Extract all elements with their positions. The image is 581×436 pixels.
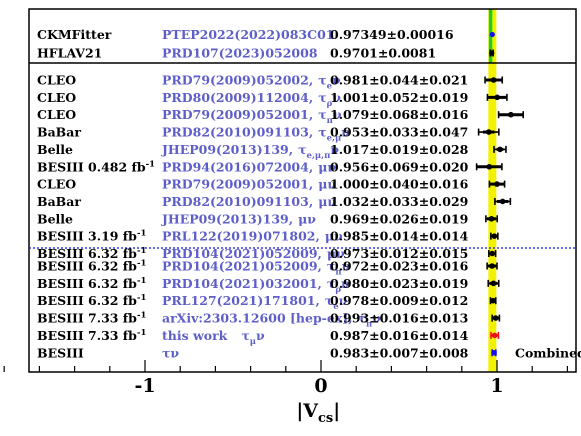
row-value-label: 0.993±0.016±0.013 [330, 311, 468, 326]
row-experiment-label: HFLAV21 [37, 46, 102, 61]
row-value-label: 0.97349±0.00016 [330, 27, 454, 42]
row-value-label: 0.953±0.033±0.047 [330, 125, 468, 140]
row-reference-label: PRD107(2023)052008 [162, 46, 318, 61]
row-experiment-label: CLEO [37, 73, 76, 88]
row-central-value-point [499, 198, 506, 205]
row-value-label: 0.985±0.014±0.014 [330, 229, 469, 244]
row-reference-label: PRD79(2009)052002, τeν [162, 73, 341, 92]
row-experiment-label: BESIII 6.32 fb-1​ [37, 246, 146, 261]
row-experiment-label: Belle [37, 211, 73, 226]
row-central-value-point [489, 50, 495, 56]
row-value-label: 0.9701±0.0081 [330, 46, 436, 61]
row-value-label: 0.981±0.044±0.021 [330, 73, 468, 88]
row-reference-label: this work τμν [162, 328, 265, 347]
row-central-value-point [490, 297, 496, 304]
x-tick-label: -1 [134, 375, 155, 397]
row-experiment-label: BESIII 6.32 fb-1​ [37, 259, 146, 274]
row-reference-label: PRD104(2021)052009, τπν [162, 259, 351, 278]
row-central-value-point [494, 94, 500, 101]
row-experiment-label: CLEO [37, 177, 76, 192]
row-reference-label: PRL122(2019)071802, μν [162, 229, 343, 244]
row-experiment-label: BESIII 6.32 fb-1​ [37, 293, 146, 308]
row-experiment-label: BESIII 7.33 fb-1​ [37, 328, 146, 343]
row-central-value-point [489, 31, 495, 38]
row-reference-label: arXiv:2303.12600 [hep-ex], τπν [162, 311, 381, 330]
row-central-value-point [497, 146, 503, 153]
row-central-value-point [489, 250, 496, 257]
row-central-value-point [490, 77, 497, 83]
row-value-label: 0.980±0.023±0.019 [330, 276, 468, 291]
row-reference-label: PRD82(2010)091103, μν [162, 194, 336, 209]
row-reference-label: JHEP09(2013)139, τe,μ,πν [161, 142, 339, 161]
row-value-label: 0.978±0.009±0.012 [330, 293, 468, 308]
row-reference-label: PRD104(2021)052009, μν [162, 246, 345, 261]
row-value-label: 1.000±0.040±0.016 [330, 177, 469, 192]
x-tick-label: 0 [314, 375, 327, 397]
row-experiment-label: CLEO [37, 107, 76, 122]
plot-frame [28, 8, 577, 373]
row-reference-label: PRD82(2010)091103, τe,μν [162, 125, 350, 144]
row-reference-label: τν [162, 345, 179, 360]
row-value-label: 0.969±0.026±0.019 [330, 211, 468, 226]
row-experiment-label: BaBar [37, 194, 81, 209]
row-experiment-label: BESIII 3.19 fb-1​ [37, 229, 146, 244]
row-central-value-point [490, 280, 497, 287]
row-experiment-label: BaBar [37, 125, 81, 140]
x-axis-layer: -1 0 1 |Vcs| [3, 360, 569, 426]
x-tick-label: 1 [490, 375, 503, 397]
row-central-value-point [491, 349, 497, 356]
row-experiment-label: CKMFitter [37, 27, 112, 42]
row-experiment-label: CLEO [37, 90, 76, 105]
row-reference-label: PTEP2022(2022)083C01 [162, 27, 334, 42]
combined-label: Combined [515, 345, 581, 360]
row-central-value-point [492, 315, 499, 321]
row-central-value-point [488, 216, 495, 222]
row-value-label: 1.032±0.033±0.029 [330, 194, 468, 209]
row-experiment-label: Belle [37, 142, 73, 157]
row-experiment-label: BESIII 7.33 fb-1​ [37, 311, 146, 326]
row-value-label: 0.973±0.012±0.015 [330, 246, 468, 261]
row-central-value-point [494, 181, 500, 187]
row-value-label: 0.972±0.023±0.016 [330, 259, 469, 274]
row-reference-label: PRD79(2009)052001, μν [162, 177, 336, 192]
row-central-value-point [489, 263, 495, 269]
row-central-value-point [508, 111, 514, 118]
row-reference-label: PRD94(2016)072004, μν [162, 159, 336, 174]
row-value-label: 1.017±0.019±0.028 [330, 142, 469, 157]
row-value-label: 0.987±0.016±0.014 [330, 328, 469, 343]
row-reference-label: PRL127(2021)171801, τeν [162, 293, 348, 312]
row-experiment-label: BESIII 6.32 fb-1​ [37, 276, 146, 291]
row-value-label: 1.079±0.068±0.016 [330, 107, 469, 122]
row-value-label: 0.983±0.007±0.008 [330, 345, 469, 360]
row-central-value-point [485, 129, 492, 135]
row-value-label: 0.956±0.069±0.020 [330, 159, 469, 174]
row-reference-label: PRD80(2009)112004, τρν [162, 90, 341, 109]
row-central-value-point [486, 163, 493, 170]
row-reference-label: JHEP09(2013)139, μν [161, 211, 316, 226]
row-reference-label: PRD104(2021)032001, τρν [162, 276, 350, 295]
row-central-value-point [491, 332, 498, 339]
row-reference-label: PRD79(2009)052001, τπν [162, 107, 342, 126]
reference-band [488, 9, 497, 372]
row-experiment-label: BESIII [37, 345, 84, 360]
x-axis-title: |Vcs| [296, 400, 340, 426]
row-value-label: 1.001±0.052±0.019 [330, 90, 468, 105]
row-experiment-label: BESIII 0.482 fb-1​ [37, 159, 155, 174]
plot-frame-layer [28, 8, 577, 373]
rows-layer: CKMFitter PTEP2022(2022)083C010.97349±0.0… [37, 27, 581, 360]
row-central-value-point [491, 233, 498, 239]
